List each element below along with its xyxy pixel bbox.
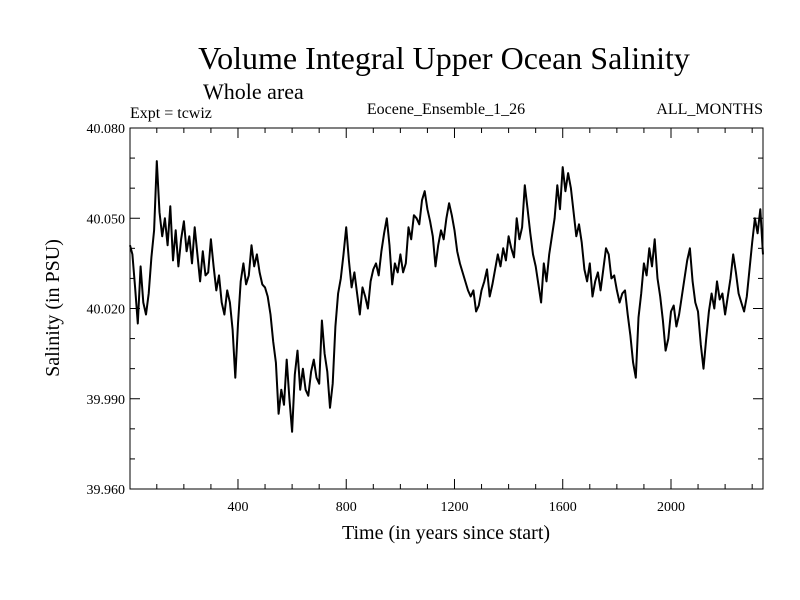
y-axis-label: Salinity (in PSU) [42,239,64,377]
ensemble-label: Eocene_Ensemble_1_26 [367,101,525,118]
y-tick-label: 39.990 [87,393,126,408]
y-tick-label: 39.960 [87,483,126,498]
chart-title: Volume Integral Upper Ocean Salinity [198,40,690,76]
salinity-series-line [129,160,764,433]
x-tick-label: 2000 [657,500,685,515]
months-label: ALL_MONTHS [656,101,763,118]
x-tick-label: 800 [336,500,357,515]
x-tick-label: 400 [227,500,248,515]
x-tick-label: 1600 [549,500,577,515]
tick-labels: 400 800 1200 1600 2000 39.960 39.990 40.020 40.0… [87,122,685,515]
y-tick-label: 40.020 [87,303,126,318]
y-tick-label: 40.080 [87,122,126,137]
chart-subtitle: Whole area [203,79,304,104]
x-tick-label: 1200 [440,500,468,515]
plot-frame [129,127,764,490]
y-tick-label: 40.050 [87,212,126,227]
x-axis-label: Time (in years since start) [342,522,550,544]
experiment-label: Expt = tcwiz [130,105,212,122]
